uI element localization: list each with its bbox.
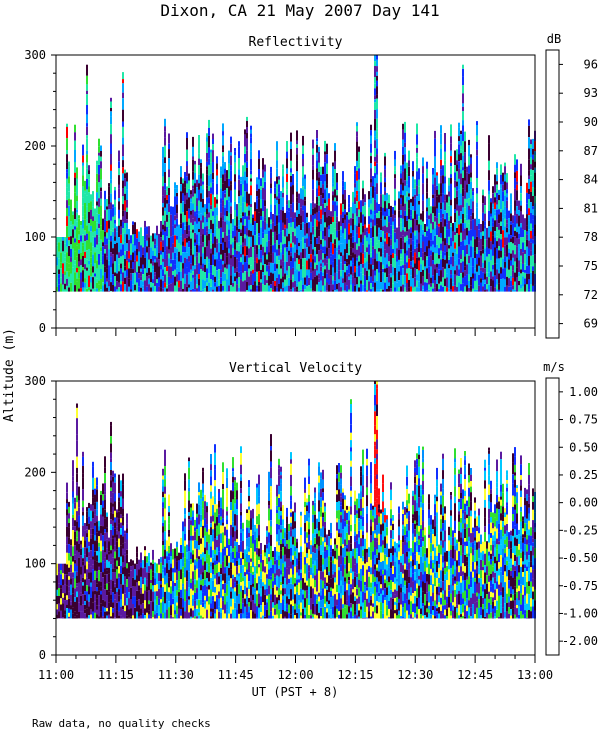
colorbar-label: 75 <box>584 259 598 273</box>
colorbar-label: -2.00 <box>562 634 598 648</box>
colorbar-label: 84 <box>584 173 598 187</box>
y-tick-label: 100 <box>24 557 46 571</box>
colorbar-frame <box>546 378 559 655</box>
x-tick-label: 11:45 <box>218 668 254 682</box>
colorbar-label: 93 <box>584 86 598 100</box>
colorbar-label: 96 <box>584 57 598 71</box>
x-tick-label: 13:00 <box>517 668 553 682</box>
heatmap-texture <box>56 55 536 292</box>
colorbar-label: 69 <box>584 317 598 331</box>
x-tick-label: 12:00 <box>277 668 313 682</box>
figure-title: Dixon, CA 21 May 2007 Day 141 <box>160 1 439 20</box>
colorbar-label: 0.25 <box>569 468 598 482</box>
x-tick-label: 11:30 <box>158 668 194 682</box>
colorbar-label: 0.50 <box>569 440 598 454</box>
y-tick-label: 100 <box>24 230 46 244</box>
colorbar-label: 87 <box>584 144 598 158</box>
y-tick-label: 200 <box>24 465 46 479</box>
colorbar-label: 72 <box>584 288 598 302</box>
colorbar-label: 78 <box>584 230 598 244</box>
footnote: Raw data, no quality checks <box>32 717 211 730</box>
colorbar-label: 0.00 <box>569 496 598 510</box>
panel-title: Vertical Velocity <box>229 361 362 376</box>
colorbar-label: -0.50 <box>562 551 598 565</box>
x-axis-label: UT (PST + 8) <box>252 685 339 699</box>
colorbar-label: 81 <box>584 201 598 215</box>
x-tick-label: 11:00 <box>38 668 74 682</box>
colorbar-label: -0.25 <box>562 523 598 537</box>
heatmap-texture <box>56 381 536 619</box>
colorbar-frame <box>546 50 559 338</box>
y-tick-label: 300 <box>24 48 46 62</box>
x-tick-label: 12:45 <box>457 668 493 682</box>
x-tick-label: 11:15 <box>98 668 134 682</box>
colorbar-units: dB <box>547 32 561 46</box>
colorbar-label: 1.00 <box>569 385 598 399</box>
colorbar-label: 90 <box>584 115 598 129</box>
colorbar-units: m/s <box>543 360 565 374</box>
y-tick-label: 300 <box>24 374 46 388</box>
x-tick-label: 12:15 <box>337 668 373 682</box>
reflectivity-panel: Reflectivity dB 0 100 200 300 96 93 90 87 84 81 78 75… <box>24 32 598 338</box>
colorbar-label: 0.75 <box>569 413 598 427</box>
vertical-velocity-panel: Vertical Velocity m/s 0 100 200 300 11:00 11:15… <box>24 360 598 682</box>
y-tick-label: 0 <box>39 321 46 335</box>
y-axis-label: Altitude (m) <box>2 328 17 422</box>
panel-title: Reflectivity <box>249 35 343 50</box>
colorbar-label: -0.75 <box>562 579 598 593</box>
colorbar-label: -1.00 <box>562 606 598 620</box>
y-tick-label: 200 <box>24 139 46 153</box>
y-tick-label: 0 <box>39 648 46 662</box>
x-tick-label: 12:30 <box>397 668 433 682</box>
